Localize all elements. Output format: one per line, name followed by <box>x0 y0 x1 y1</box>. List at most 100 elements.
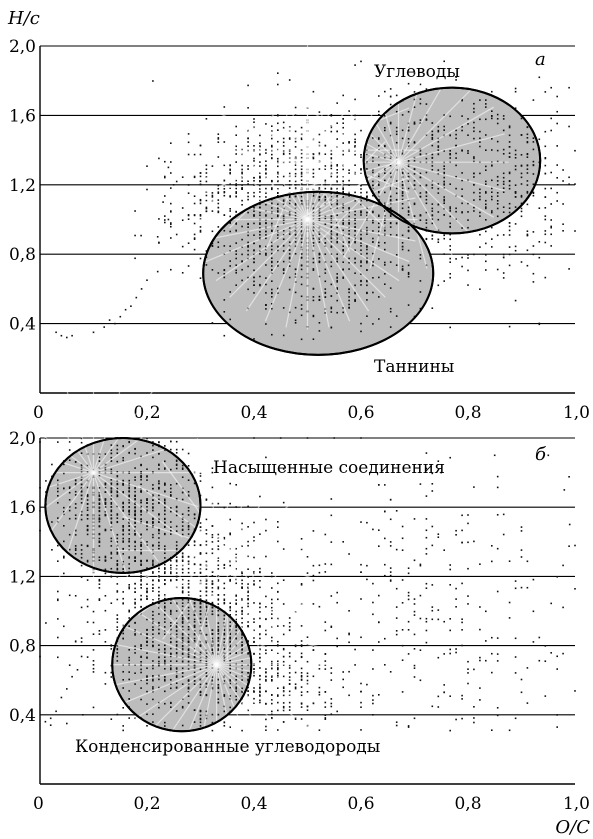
data-point <box>431 210 434 212</box>
data-point <box>80 655 83 658</box>
data-point <box>556 95 558 98</box>
data-point <box>491 238 493 240</box>
data-point <box>372 668 374 670</box>
data-point <box>187 265 190 267</box>
data-point <box>187 506 190 509</box>
data-point <box>437 211 440 213</box>
data-point <box>384 574 386 577</box>
data-point <box>401 629 404 631</box>
data-point <box>152 713 154 715</box>
data-point <box>407 725 410 727</box>
data-point <box>431 238 434 240</box>
data-point <box>265 633 267 636</box>
data-point <box>318 330 321 332</box>
data-point <box>324 629 327 632</box>
data-point <box>354 222 356 225</box>
data-point <box>134 534 136 536</box>
data-point <box>259 586 261 589</box>
data-point <box>217 133 220 135</box>
data-point <box>282 215 285 217</box>
data-point <box>366 195 368 198</box>
data-point <box>241 729 243 732</box>
data-point <box>479 192 481 194</box>
data-point <box>294 245 297 248</box>
data-point <box>467 211 469 213</box>
data-point <box>312 288 315 290</box>
data-point <box>175 572 178 574</box>
data-point <box>253 222 255 225</box>
data-point <box>152 590 154 592</box>
data-point <box>116 618 119 620</box>
data-point <box>544 172 547 175</box>
data-point <box>342 94 344 97</box>
data-point <box>437 656 440 659</box>
data-point <box>532 141 535 143</box>
data-point <box>116 576 119 578</box>
data-point <box>544 187 547 190</box>
data-point <box>235 595 237 597</box>
data-point <box>247 690 249 692</box>
data-point <box>175 510 178 513</box>
data-point <box>360 279 362 282</box>
data-point <box>110 460 113 462</box>
data-point <box>407 591 410 594</box>
data-point <box>294 687 297 690</box>
data-point <box>277 590 279 593</box>
data-point <box>205 180 208 183</box>
data-point <box>342 142 344 144</box>
data-point <box>455 529 457 532</box>
data-point <box>122 637 124 640</box>
data-point <box>265 308 267 310</box>
data-point <box>348 237 350 240</box>
data-point <box>312 245 315 247</box>
data-point <box>485 149 487 151</box>
data-point <box>57 441 59 443</box>
data-point <box>175 610 178 612</box>
data-point <box>235 506 237 508</box>
data-point <box>378 214 380 217</box>
data-point <box>288 683 291 685</box>
data-point <box>74 549 77 551</box>
data-point <box>413 122 416 125</box>
data-point <box>360 437 362 439</box>
x-tick-label: 0,8 <box>454 403 481 423</box>
data-point <box>170 494 172 496</box>
data-point <box>170 507 172 509</box>
data-point <box>360 242 362 244</box>
data-point <box>140 578 142 581</box>
data-point <box>366 261 368 264</box>
data-point <box>158 513 160 515</box>
data-point <box>134 514 136 516</box>
data-point <box>235 610 237 613</box>
data-point <box>318 253 321 255</box>
data-point <box>211 590 214 593</box>
data-point <box>389 326 392 328</box>
data-point <box>473 121 475 124</box>
data-point <box>158 537 160 539</box>
data-point <box>324 195 327 198</box>
data-point <box>199 522 202 524</box>
data-point <box>532 164 535 166</box>
data-point <box>187 514 190 516</box>
data-point <box>401 191 404 193</box>
data-point <box>395 606 398 608</box>
data-point <box>122 506 124 509</box>
data-point <box>479 606 481 608</box>
data-point <box>538 659 541 662</box>
data-point <box>146 583 148 585</box>
data-point <box>443 150 445 152</box>
data-point <box>502 183 505 185</box>
data-point <box>419 98 422 100</box>
data-point <box>241 587 243 589</box>
data-point <box>80 483 83 486</box>
data-point <box>229 632 231 635</box>
data-point <box>140 510 142 512</box>
ray-line <box>108 642 325 687</box>
data-point <box>491 90 493 93</box>
data-point <box>158 521 160 523</box>
data-point <box>419 172 422 175</box>
data-point <box>384 90 386 93</box>
data-point <box>294 291 297 294</box>
data-point <box>532 231 535 233</box>
data-point <box>455 175 457 178</box>
